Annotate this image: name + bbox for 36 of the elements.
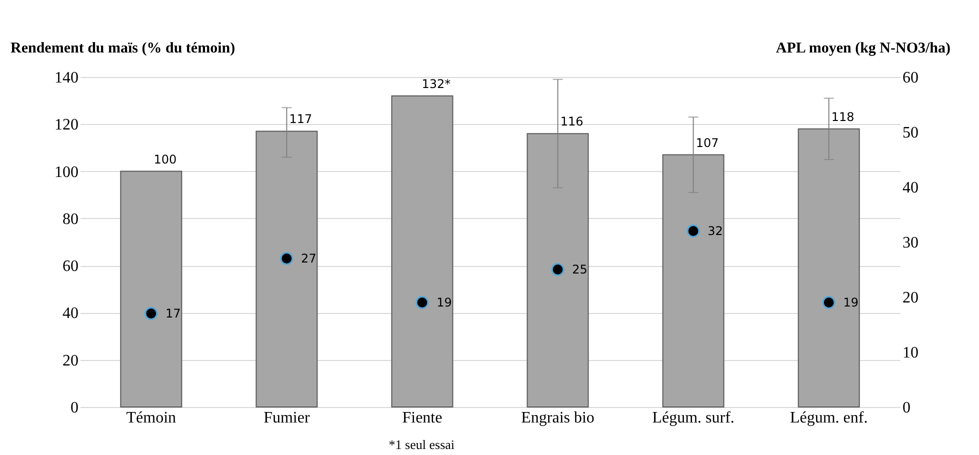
data-label: 116 (560, 114, 584, 129)
x-tick-label: Légum. enf. (790, 410, 868, 426)
data-label: 27 (301, 252, 316, 266)
data-label: 19 (436, 296, 452, 310)
y-tick-label: 80 (62, 210, 78, 228)
text: *1 seul essai (388, 437, 455, 452)
y-tick-label: 100 (54, 164, 78, 181)
y-tick-label: 0 (70, 400, 78, 416)
y-tick-label: 120 (54, 116, 78, 134)
y-tick-label: 60 (62, 258, 78, 276)
y-axis-title: Rendement du maïs (% du témoin) (10, 40, 236, 56)
data-label: 19 (843, 296, 858, 310)
data-label: 118 (831, 110, 854, 124)
data-label: 25 (572, 262, 588, 276)
y2-tick-label: 40 (902, 180, 918, 196)
data-label: 17 (166, 306, 181, 320)
y-tick-label: 40 (62, 305, 78, 322)
data-label: 132* (422, 76, 451, 91)
x-tick-label: Engrais bio (521, 410, 594, 426)
data-label: 107 (696, 136, 719, 150)
y-tick-label: 140 (54, 70, 78, 86)
data-label: 117 (289, 112, 312, 126)
y2-tick-label: 30 (902, 234, 918, 252)
y2-tick-label: 60 (902, 70, 918, 86)
x-tick-label: Fiente (402, 410, 442, 426)
y2-tick-label: 20 (902, 290, 918, 306)
x-tick-label: Témoin (126, 410, 176, 426)
data-label: 32 (708, 224, 723, 238)
y2-axis-title: APL moyen (kg N-NO3/ha) (776, 40, 950, 56)
data-label: 100 (154, 152, 177, 166)
x-tick-label: Légum. surf. (652, 410, 734, 426)
y-tick-label: 20 (62, 352, 78, 370)
x-tick-label: Fumier (264, 410, 310, 426)
y2-tick-label: 0 (902, 400, 910, 416)
y2-tick-label: 10 (902, 344, 918, 362)
y2-tick-label: 50 (902, 124, 918, 142)
